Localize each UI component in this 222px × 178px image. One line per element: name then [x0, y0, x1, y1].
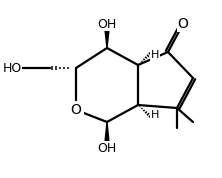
Text: H: H [151, 110, 159, 120]
Text: H: H [151, 50, 159, 60]
Text: O: O [71, 103, 81, 117]
Polygon shape [105, 122, 109, 144]
Text: HO: HO [2, 62, 22, 75]
Text: O: O [178, 17, 188, 31]
Text: OH: OH [97, 142, 117, 155]
Text: OH: OH [97, 17, 117, 30]
Polygon shape [105, 28, 109, 48]
